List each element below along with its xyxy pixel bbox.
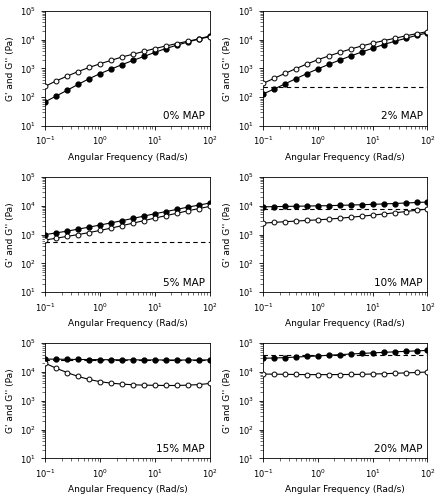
X-axis label: Angular Frequency (Rad/s): Angular Frequency (Rad/s) [285, 486, 405, 494]
Text: 2% MAP: 2% MAP [381, 112, 422, 122]
Text: 10% MAP: 10% MAP [374, 278, 422, 287]
Y-axis label: G' and G'' (Pa): G' and G'' (Pa) [6, 368, 15, 433]
X-axis label: Angular Frequency (Rad/s): Angular Frequency (Rad/s) [285, 319, 405, 328]
Text: 5% MAP: 5% MAP [163, 278, 205, 287]
Y-axis label: G' and G'' (Pa): G' and G'' (Pa) [223, 368, 232, 433]
X-axis label: Angular Frequency (Rad/s): Angular Frequency (Rad/s) [67, 319, 187, 328]
Y-axis label: G' and G'' (Pa): G' and G'' (Pa) [6, 202, 15, 267]
X-axis label: Angular Frequency (Rad/s): Angular Frequency (Rad/s) [285, 153, 405, 162]
Y-axis label: G' and G'' (Pa): G' and G'' (Pa) [223, 202, 232, 267]
Text: 0% MAP: 0% MAP [163, 112, 205, 122]
Y-axis label: G' and G'' (Pa): G' and G'' (Pa) [6, 36, 15, 100]
X-axis label: Angular Frequency (Rad/s): Angular Frequency (Rad/s) [67, 153, 187, 162]
Text: 15% MAP: 15% MAP [156, 444, 205, 454]
Y-axis label: G' and G'' (Pa): G' and G'' (Pa) [223, 36, 232, 100]
Text: 20% MAP: 20% MAP [374, 444, 422, 454]
X-axis label: Angular Frequency (Rad/s): Angular Frequency (Rad/s) [67, 486, 187, 494]
